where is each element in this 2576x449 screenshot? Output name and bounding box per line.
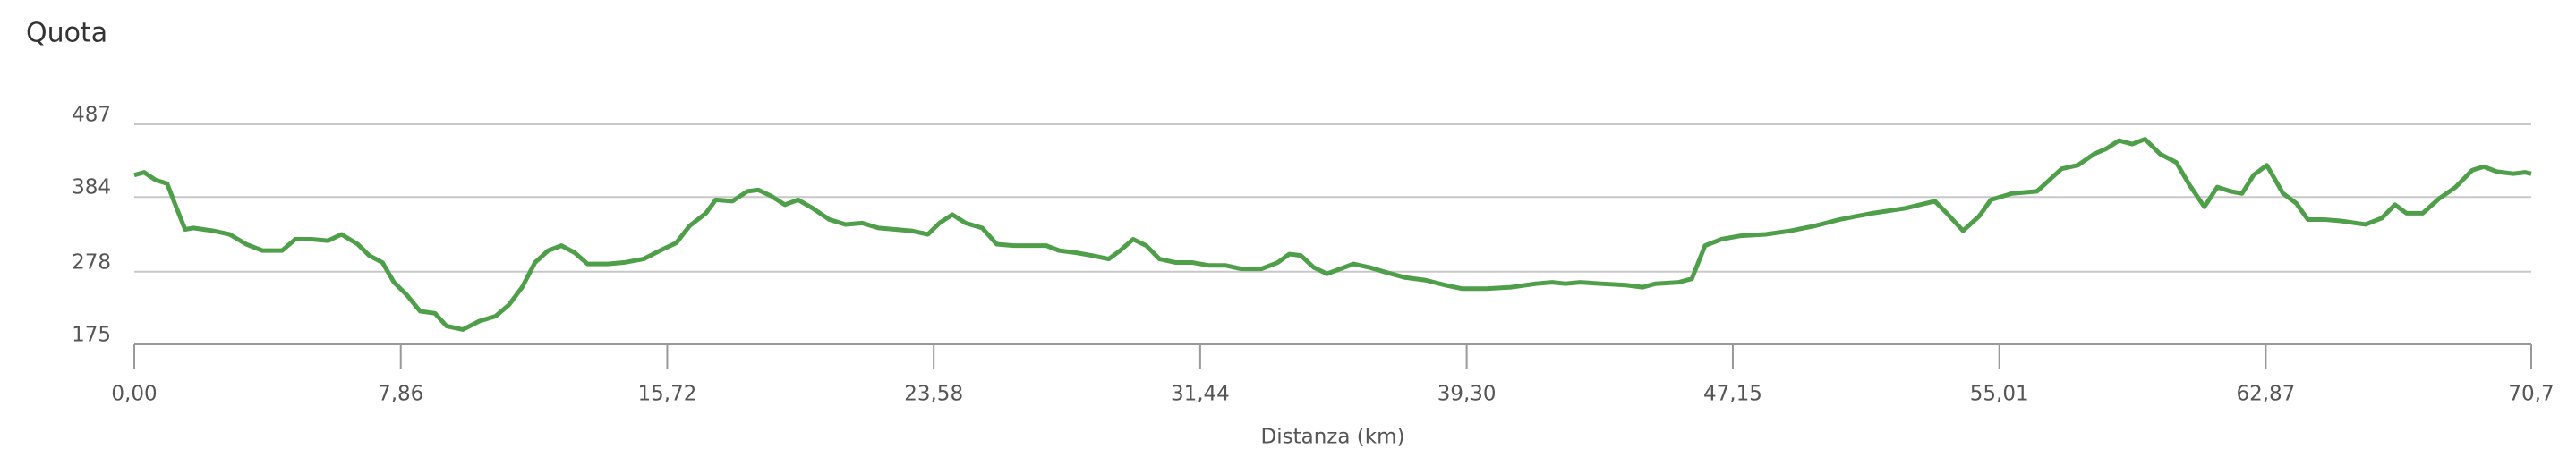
x-tick-label: 7,86 — [378, 383, 423, 406]
x-tick-label: 70,7 — [2508, 383, 2554, 406]
y-tick-label: 384 — [72, 176, 111, 199]
chart-title: Quota — [26, 18, 107, 49]
x-tick-label: 23,58 — [904, 383, 963, 406]
y-tick-label: 487 — [72, 104, 111, 127]
y-tick-label: 278 — [72, 250, 111, 274]
elevation-line — [133, 137, 2532, 332]
x-tick-label: 55,01 — [1970, 383, 2029, 406]
x-tick-label: 15,72 — [638, 383, 697, 406]
x-tick-label: 47,15 — [1703, 383, 1762, 406]
y-tick-label: 175 — [72, 324, 111, 347]
x-tick-label: 31,44 — [1171, 383, 1230, 406]
x-tick-label: 39,30 — [1437, 383, 1497, 406]
x-tick-label: 62,87 — [2236, 383, 2295, 406]
x-tick-label: 0,00 — [111, 383, 157, 406]
x-axis-label: Distanza (km) — [1261, 426, 1405, 449]
